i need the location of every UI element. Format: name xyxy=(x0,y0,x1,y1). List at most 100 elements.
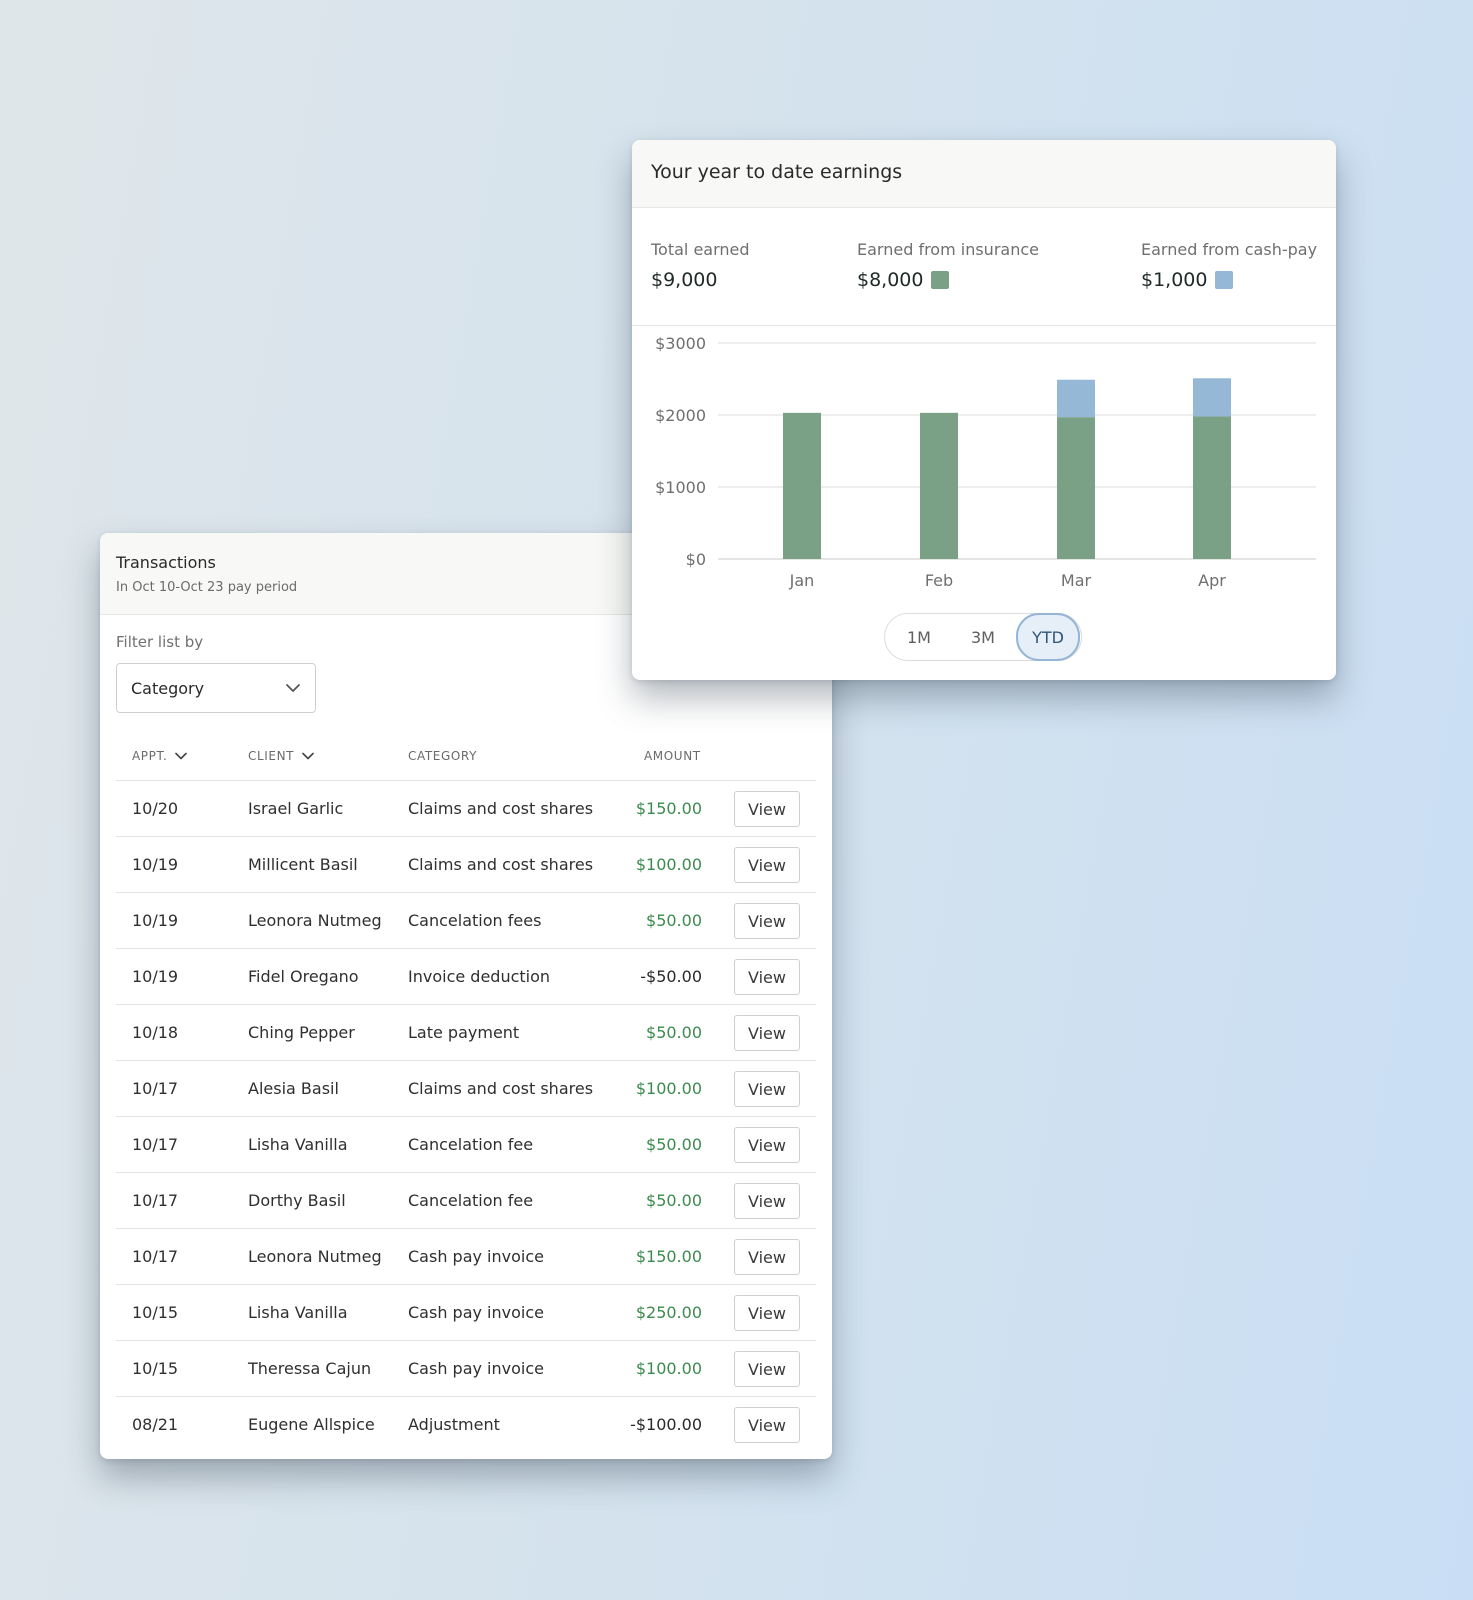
earnings-chart: $0 $1000 $2000 $3000 Jan Feb Mar Apr xyxy=(632,326,1336,606)
amount-column-label: AMOUNT xyxy=(644,749,701,763)
insurance-earned-value-row: $8,000 xyxy=(857,269,1039,291)
view-button[interactable]: View xyxy=(734,847,800,883)
category: Cancelation fee xyxy=(408,1135,534,1154)
cashpay-earned-value: $1,000 xyxy=(1141,269,1208,291)
category: Cash pay invoice xyxy=(408,1247,544,1266)
table-row: 10/19 Fidel Oregano Invoice deduction -$… xyxy=(116,949,816,1005)
chevron-down-icon xyxy=(167,749,188,763)
view-button[interactable]: View xyxy=(734,903,800,939)
category: Claims and cost shares xyxy=(408,1079,594,1098)
range-selector: 1M 3M YTD xyxy=(884,613,1082,661)
insurance-bar xyxy=(783,412,821,559)
table-row: 10/17 Dorthy Basil Cancelation fee $50.0… xyxy=(116,1173,816,1229)
client-name: Leonora Nutmeg xyxy=(248,1247,382,1266)
client-name: Eugene Allspice xyxy=(248,1415,375,1434)
category: Cash pay invoice xyxy=(408,1303,544,1322)
chevron-down-icon xyxy=(285,683,301,693)
client-column-label: CLIENT xyxy=(248,749,295,763)
client-name: Theressa Cajun xyxy=(248,1359,372,1378)
total-earned-stat: Total earned $9,000 xyxy=(651,240,750,291)
appt-date: 10/18 xyxy=(132,1023,179,1042)
view-button[interactable]: View xyxy=(734,1407,800,1443)
appt-column-label: APPT. xyxy=(132,749,168,763)
insurance-bar xyxy=(920,412,958,559)
category: Cash pay invoice xyxy=(408,1359,544,1378)
x-tick-label: Mar xyxy=(1061,571,1092,590)
category: Invoice deduction xyxy=(408,967,551,986)
insurance-earned-value: $8,000 xyxy=(857,269,924,291)
insurance-earned-label: Earned from insurance xyxy=(857,240,1039,259)
y-tick-label: $0 xyxy=(686,550,706,569)
y-tick-label: $2000 xyxy=(655,406,706,425)
view-button[interactable]: View xyxy=(734,791,800,827)
appt-date: 08/21 xyxy=(132,1415,179,1434)
amount: $150.00 xyxy=(635,1247,702,1266)
earnings-panel: Your year to date earnings Total earned … xyxy=(632,140,1336,680)
appt-date: 10/17 xyxy=(132,1247,179,1266)
range-3m-button[interactable]: 3M xyxy=(951,614,1015,660)
category: Claims and cost shares xyxy=(408,799,594,818)
range-ytd-button[interactable]: YTD xyxy=(1016,613,1080,661)
category: Cancelation fee xyxy=(408,1191,534,1210)
appt-date: 10/19 xyxy=(132,911,179,930)
amount: $50.00 xyxy=(646,1191,702,1210)
appt-date: 10/17 xyxy=(132,1079,179,1098)
cashpay-bar xyxy=(1057,379,1095,418)
y-tick-label: $1000 xyxy=(655,478,706,497)
amount: -$100.00 xyxy=(630,1415,702,1434)
category-filter-value: Category xyxy=(131,678,205,698)
client-name: Israel Garlic xyxy=(248,799,344,818)
filter-label: Filter list by xyxy=(116,633,204,651)
amount: $50.00 xyxy=(646,1023,702,1042)
view-button[interactable]: View xyxy=(734,1015,800,1051)
x-tick-label: Apr xyxy=(1198,571,1226,590)
earnings-chart-svg: $0 $1000 $2000 $3000 Jan Feb Mar Apr xyxy=(655,334,1316,590)
cashpay-bar xyxy=(1193,378,1231,417)
client-name: Ching Pepper xyxy=(248,1023,355,1042)
view-button[interactable]: View xyxy=(734,1295,800,1331)
appt-date: 10/20 xyxy=(132,799,179,818)
table-row: 10/20 Israel Garlic Claims and cost shar… xyxy=(116,781,816,837)
client-name: Lisha Vanilla xyxy=(248,1303,348,1322)
table-row: 10/17 Lisha Vanilla Cancelation fee $50.… xyxy=(116,1117,816,1173)
appt-date: 10/17 xyxy=(132,1191,179,1210)
view-button[interactable]: View xyxy=(734,959,800,995)
earnings-title: Your year to date earnings xyxy=(632,140,1336,208)
category: Cancelation fees xyxy=(408,911,542,930)
amount: $150.00 xyxy=(635,799,702,818)
client-name: Leonora Nutmeg xyxy=(248,911,382,930)
amount: -$50.00 xyxy=(640,967,702,986)
amount: $100.00 xyxy=(635,1079,702,1098)
insurance-legend-swatch xyxy=(931,271,950,289)
table-row: 10/19 Millicent Basil Claims and cost sh… xyxy=(116,837,816,893)
category-filter-select[interactable]: Category xyxy=(116,663,316,713)
table-row: 10/18 Ching Pepper Late payment $50.00 V… xyxy=(116,1005,816,1061)
table-header: APPT. CLIENT CATEGORY AMOUNT xyxy=(116,731,816,781)
amount: $50.00 xyxy=(646,911,702,930)
view-button[interactable]: View xyxy=(734,1071,800,1107)
total-earned-value: $9,000 xyxy=(651,269,718,291)
transactions-list: 10/20 Israel Garlic Claims and cost shar… xyxy=(116,781,816,1453)
category-column-label: CATEGORY xyxy=(408,749,478,763)
view-button[interactable]: View xyxy=(734,1239,800,1275)
client-name: Alesia Basil xyxy=(248,1079,339,1098)
chevron-down-icon xyxy=(294,749,314,763)
client-name: Fidel Oregano xyxy=(248,967,359,986)
sort-client-header[interactable]: CLIENT xyxy=(248,749,314,763)
amount: $250.00 xyxy=(635,1303,702,1322)
view-button[interactable]: View xyxy=(734,1351,800,1387)
view-button[interactable]: View xyxy=(734,1183,800,1219)
appt-date: 10/15 xyxy=(132,1303,179,1322)
range-1m-button[interactable]: 1M xyxy=(887,614,951,660)
table-row: 10/17 Leonora Nutmeg Cash pay invoice $1… xyxy=(116,1229,816,1285)
view-button[interactable]: View xyxy=(734,1127,800,1163)
amount: $100.00 xyxy=(635,1359,702,1378)
category: Late payment xyxy=(408,1023,520,1042)
amount: $100.00 xyxy=(635,855,702,874)
y-tick-label: $3000 xyxy=(655,334,706,353)
sort-appt-header[interactable]: APPT. xyxy=(132,749,188,763)
table-row: 10/17 Alesia Basil Claims and cost share… xyxy=(116,1061,816,1117)
client-name: Lisha Vanilla xyxy=(248,1135,348,1154)
client-name: Millicent Basil xyxy=(248,855,358,874)
transactions-subtitle: In Oct 10-Oct 23 pay period xyxy=(116,580,298,595)
